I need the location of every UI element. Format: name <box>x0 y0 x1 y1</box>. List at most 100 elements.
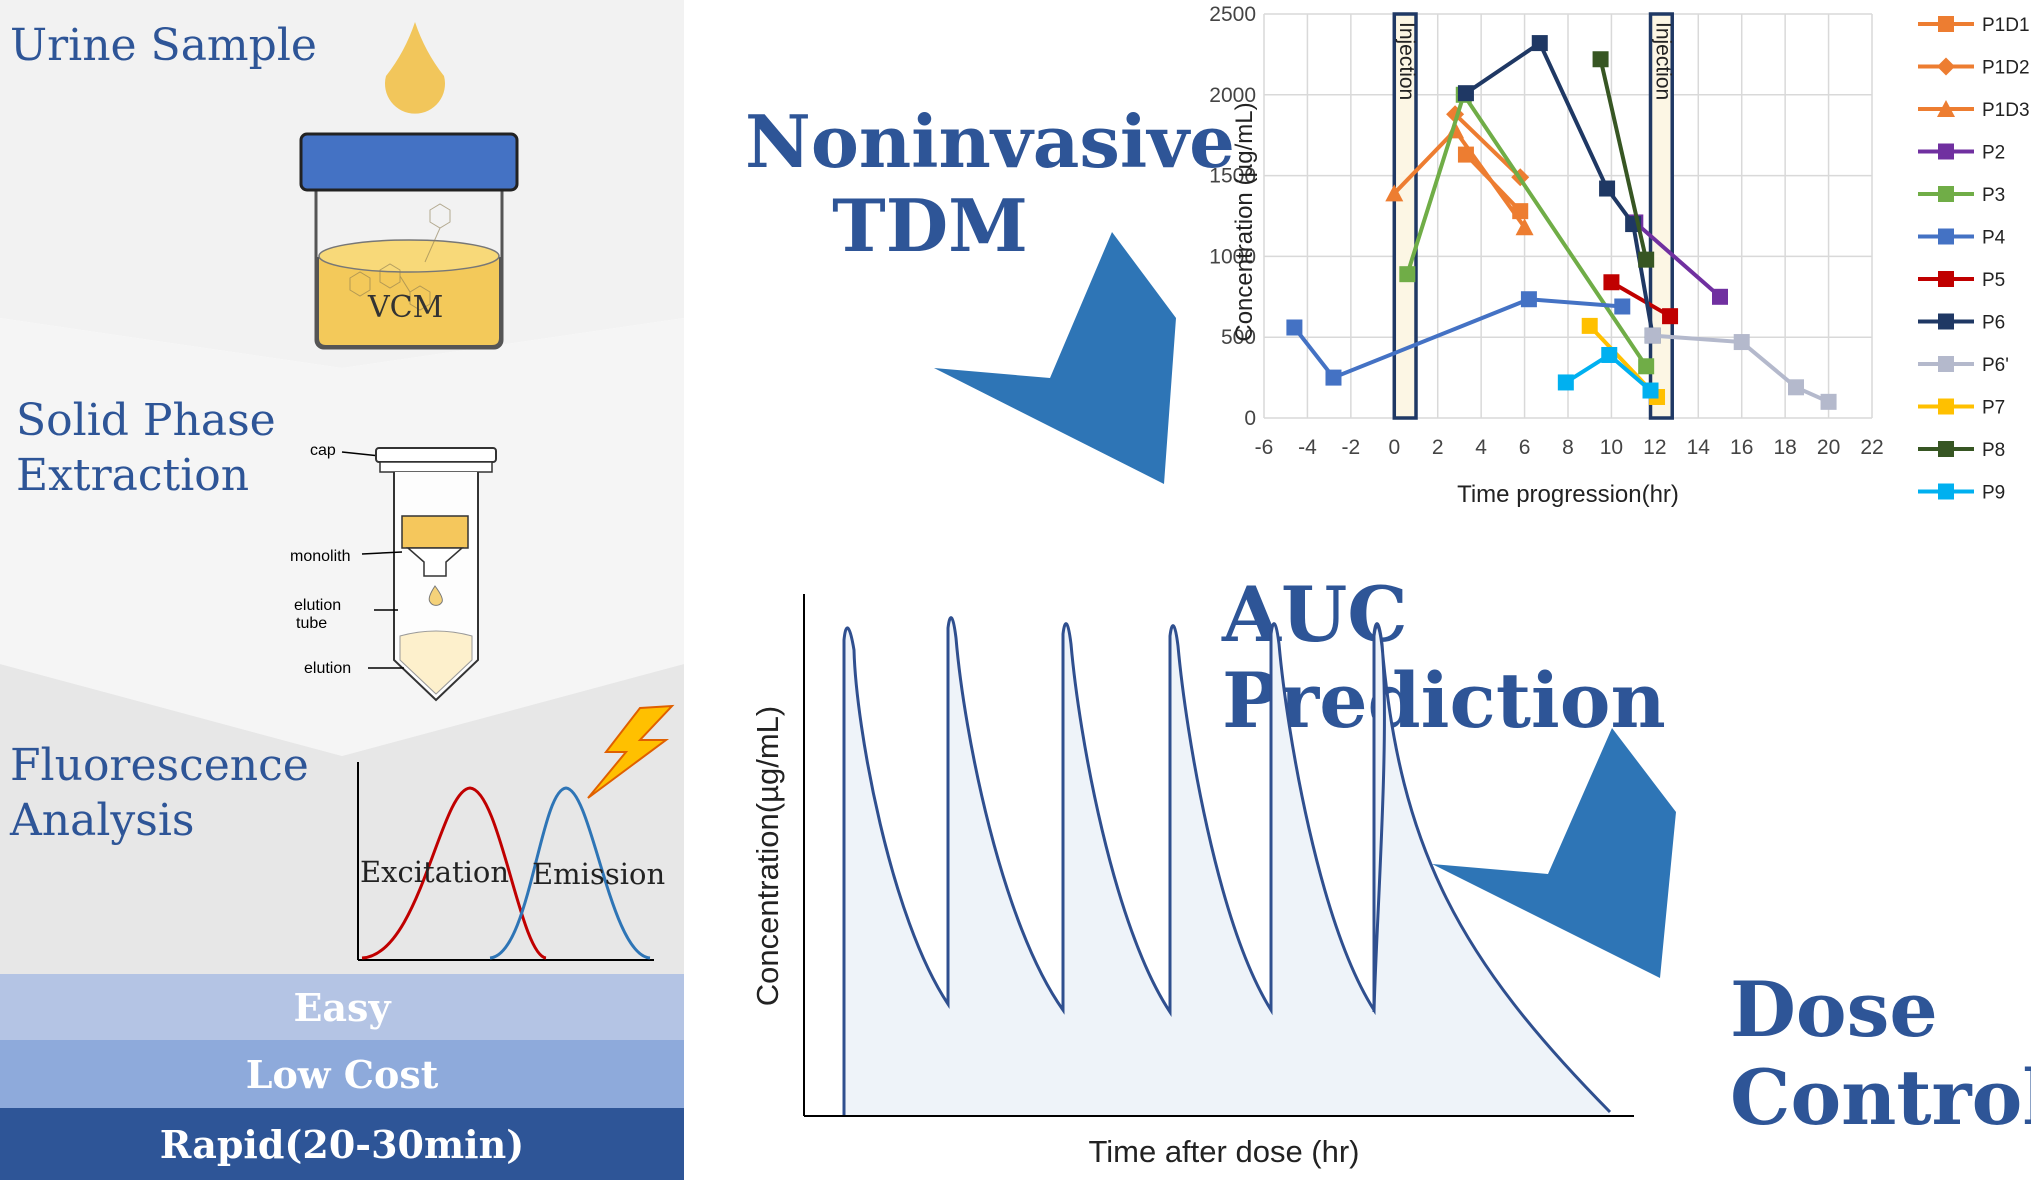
legend-label: P1D3 <box>1982 100 2030 121</box>
legend-marker <box>1938 356 1954 372</box>
chart1-ylabel: Concentration (µg/mL) <box>1231 102 1258 341</box>
step3-background <box>0 664 684 974</box>
data-point <box>1642 382 1659 399</box>
data-point <box>1601 346 1618 363</box>
data-point <box>1733 334 1750 351</box>
data-point <box>1603 274 1620 291</box>
legend-label: P1D1 <box>1982 15 2030 36</box>
series-p9 <box>1557 346 1659 399</box>
legend-marker <box>1938 186 1954 202</box>
excitation-label: Excitation <box>360 855 509 889</box>
spe-elution-tube-label-1: elution <box>294 597 341 614</box>
data-point <box>1325 369 1342 386</box>
data-point <box>1286 319 1303 336</box>
legend-label: P2 <box>1982 143 2005 164</box>
chart1-x-tick-label: 6 <box>1519 436 1531 459</box>
legend-label: P6' <box>1982 355 2009 376</box>
data-point <box>1399 266 1416 283</box>
data-point <box>1592 51 1609 68</box>
chart1-x-tick-label: 4 <box>1475 436 1487 459</box>
chart1-x-tick-label: 14 <box>1687 436 1711 459</box>
spectrum-plot <box>357 762 654 961</box>
feature-bar-low-cost: Low Cost <box>0 1040 684 1108</box>
chart1-x-tick-label: 0 <box>1388 436 1400 459</box>
workflow-background: cap monolith elution tube elution Excita… <box>0 0 684 974</box>
legend-marker <box>1938 483 1954 500</box>
chart1-x-tick-label: 20 <box>1817 436 1840 459</box>
legend-label: P6 <box>1982 313 2005 334</box>
data-point <box>1457 85 1474 102</box>
data-point <box>1638 251 1655 268</box>
data-point <box>1581 317 1598 334</box>
chart1-x-tick-label: 16 <box>1730 436 1753 459</box>
legend-marker <box>1938 16 1954 32</box>
emission-label: Emission <box>532 857 665 891</box>
data-point <box>1515 218 1534 236</box>
auc-area <box>844 617 1610 1116</box>
lightning-icon <box>587 704 675 799</box>
chart1-x-tick-label: -6 <box>1255 436 1274 459</box>
legend-marker <box>1938 228 1954 245</box>
legend-marker <box>1938 398 1954 415</box>
step-spe-title-line2: Extraction <box>16 450 250 501</box>
series-line <box>1633 220 1722 299</box>
data-point <box>1712 288 1728 305</box>
chart1-x-tick-label: 22 <box>1860 436 1883 459</box>
chart1-y-tick-label: 1000 <box>1209 245 1256 268</box>
legend-marker <box>1938 313 1954 330</box>
spe-elution-tube-label-2: tube <box>296 615 327 632</box>
spe-cap-label: cap <box>310 442 336 459</box>
chart2-ylabel: Concentration(µg/mL) <box>750 706 785 1006</box>
injection-label: Injection <box>1651 22 1674 100</box>
dose-control-title: Dose Control <box>1730 966 2031 1142</box>
series-p4 <box>1286 291 1631 386</box>
data-point <box>1557 374 1574 391</box>
step-urine-sample-title: Urine Sample <box>10 20 317 71</box>
chart1-x-tick-label: 10 <box>1600 436 1623 459</box>
legend-marker <box>1938 271 1954 287</box>
workflow-panel: cap monolith elution tube elution Excita… <box>0 0 684 1180</box>
data-point <box>1820 393 1837 410</box>
data-point <box>1614 298 1631 315</box>
chart1-x-tick-label: 2 <box>1432 436 1444 459</box>
spe-elution-label: elution <box>304 660 351 677</box>
chart1-x-tick-label: 8 <box>1562 436 1574 459</box>
legend-label: P1D2 <box>1982 58 2030 79</box>
data-point <box>1531 35 1548 52</box>
chart1-y-tick-label: 2500 <box>1209 3 1256 26</box>
legend-marker <box>1938 441 1954 457</box>
injection-label: Injection <box>1395 22 1418 100</box>
series-p6prime <box>1644 327 1837 410</box>
legend-marker <box>1937 100 1955 117</box>
chart1-y-tick-label: 1500 <box>1209 165 1256 188</box>
step2-background <box>0 318 684 756</box>
chart1-x-tick-label: -2 <box>1342 436 1361 459</box>
dose-title-line2: Control <box>1730 1053 2031 1142</box>
series-line <box>1598 58 1649 261</box>
vcm-label: VCM <box>368 290 444 325</box>
feature-bar-rapid: Rapid(20-30min) <box>0 1108 684 1180</box>
legend-label: P8 <box>1982 440 2005 461</box>
series-p8 <box>1592 51 1655 268</box>
legend-label: P5 <box>1982 270 2005 291</box>
legend-marker <box>1938 143 1954 160</box>
legend-marker <box>1937 57 1955 76</box>
legend-label: P3 <box>1982 185 2005 206</box>
data-point <box>1662 308 1679 325</box>
step-spe-title-line1: Solid Phase <box>16 395 276 446</box>
series-line <box>1652 333 1830 404</box>
data-point <box>1788 379 1804 396</box>
data-point <box>1520 291 1537 308</box>
series-line <box>1292 297 1623 381</box>
series-line <box>1453 112 1522 179</box>
data-point <box>1599 180 1616 197</box>
spe-tube-icon <box>341 447 497 702</box>
chart1-xlabel: Time progression(hr) <box>1457 481 1679 508</box>
chart1-x-tick-label: 18 <box>1773 436 1796 459</box>
data-point <box>1644 327 1661 344</box>
data-point <box>1385 184 1404 202</box>
dose-title-line1: Dose <box>1730 965 1938 1054</box>
urine-drop-icon <box>385 22 446 114</box>
